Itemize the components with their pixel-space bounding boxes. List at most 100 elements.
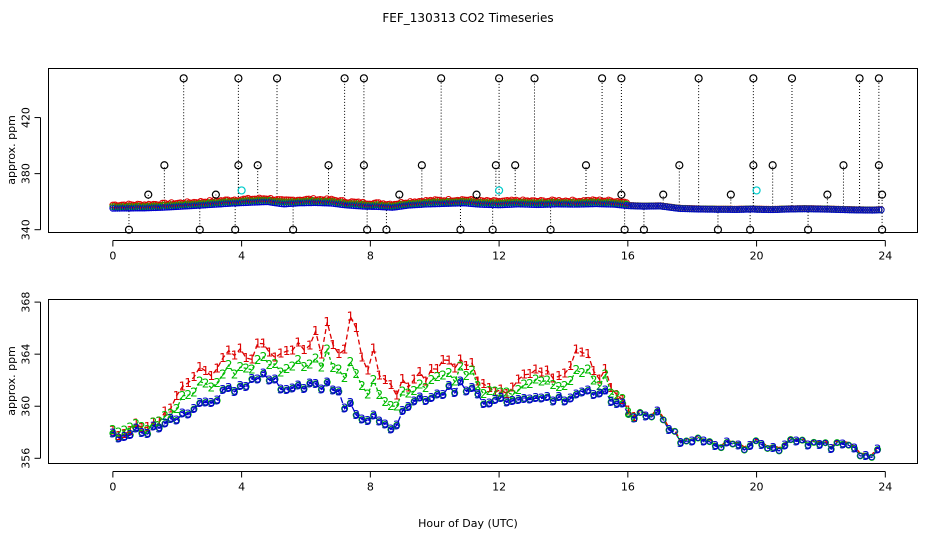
top-series2-point [433,198,441,206]
bottom-series2-symbol: 2 [225,358,233,372]
bottom-series3-point [509,398,516,404]
bottom-series3-symbol: 3 [874,443,882,457]
bottom-series3-point [712,443,719,450]
bottom-series3-point [411,398,418,405]
bottom-series3-point [486,400,493,407]
top-series3-point [208,201,216,209]
bottom-series3-point [851,445,858,452]
top-series3-point [505,200,513,208]
top-series3-point [501,201,509,209]
bottom-series3-point [330,387,336,394]
bottom-series3-point [631,415,638,422]
bottom-series2-symbol: 2 [497,385,505,399]
bottom-series1-symbol: 1 [323,315,331,329]
bottom-plot-marks: 1111111111111111111111111111111111111111… [109,309,881,463]
bottom-series3-point [868,454,875,461]
top-series3-point [767,206,775,214]
bottom-series1-symbol: 1 [520,368,528,382]
bottom-series3-point [671,428,678,435]
top-flagged-point [237,186,246,195]
top-series3-point [645,202,653,210]
bottom-series3-symbol: 3 [630,412,638,426]
bottom-series1-symbol: 1 [625,403,633,417]
bottom-series3-point [718,444,725,451]
bottom-series1-symbol: 1 [474,375,482,389]
top-outlier-high [359,74,369,83]
top-series2-point [278,198,286,206]
bottom-series2-symbol: 2 [422,381,430,395]
bottom-series2-point [404,403,412,411]
bottom-series1-symbol: 1 [619,393,627,407]
bottom-series3-symbol: 3 [190,402,198,416]
bottom-series2-point [300,385,308,393]
bottom-series2-point [462,387,470,395]
bottom-series3-point [695,435,701,441]
bottom-series3-point [162,420,168,427]
bottom-series2-symbol: 2 [393,399,401,413]
bottom-series2-point [254,376,262,384]
top-series3-point [728,205,736,213]
top-series2-point [282,198,290,206]
top-series3-point [715,205,723,213]
top-series3-point [810,205,818,213]
bottom-series2-point [207,399,215,407]
bottom-series3-point [729,441,736,447]
top-series3-point [805,205,813,213]
top-series3-point [131,204,139,212]
top-series3-point [686,205,694,213]
bottom-series3-symbol: 3 [370,409,378,423]
bottom-series2-symbol: 2 [260,350,268,364]
top-series3-point [850,206,858,214]
bottom-series3-symbol: 3 [497,391,505,405]
bottom-series2-point [804,442,812,450]
top-series3-point [753,205,761,213]
bottom-series3-symbol: 3 [758,438,766,452]
top-outlier-low [488,225,497,234]
bottom-series2-point [468,384,476,392]
bottom-series3-symbol: 3 [584,384,592,398]
top-series3-point [237,199,245,207]
top-series3-point [672,204,680,212]
top-outlier-mid [768,161,777,170]
bottom-series1-symbol: 1 [260,337,268,351]
top-outlier-high [749,74,758,83]
bottom-series2-symbol: 2 [231,367,239,381]
top-outlier-mid [491,161,500,170]
top-outlier-low [546,225,555,234]
top-series3-point [253,198,261,206]
top-outlier-low [620,225,629,234]
top-outlier-low [713,225,723,234]
bottom-series3-point [208,400,215,407]
bottom-series3-symbol: 3 [526,393,534,407]
bottom-series2-symbol: 2 [150,416,158,430]
bottom-series3-point [521,395,528,402]
top-series3-point [656,202,664,210]
bottom-series2-point [393,421,401,429]
top-x-tick-label: 12 [492,250,506,263]
top-series3-point [638,202,646,210]
bottom-series1-symbol: 1 [352,321,360,335]
bottom-series3-symbol: 3 [700,435,708,449]
bottom-series2-point [653,408,661,416]
bottom-series2-point [370,412,378,420]
top-outlier-high [530,74,539,83]
bottom-series1-symbol: 1 [544,363,552,377]
bottom-series1-symbol: 1 [497,382,505,396]
bottom-series1-symbol: 1 [509,381,517,395]
bottom-series3-symbol: 3 [468,381,476,395]
bottom-series3-symbol: 3 [196,396,204,410]
bottom-series3-symbol: 3 [376,415,384,429]
top-outlier-low [289,225,298,234]
bottom-series3-symbol: 3 [341,402,349,416]
bottom-series3-point [596,390,603,397]
bottom-series3-symbol: 3 [439,388,447,402]
bottom-series3-symbol: 3 [277,383,285,397]
bottom-series1-symbol: 1 [607,381,615,395]
bottom-series2-symbol: 2 [347,355,355,369]
bottom-series2-symbol: 2 [208,381,216,395]
bottom-series2-symbol: 2 [126,421,134,435]
bottom-series3-point [121,434,128,441]
top-outlier-high [855,74,864,83]
bottom-series1-symbol: 1 [468,356,476,370]
bottom-series2-symbol: 2 [144,423,152,437]
